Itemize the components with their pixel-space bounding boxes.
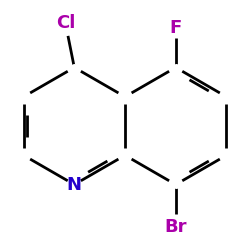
Text: Br: Br bbox=[164, 218, 187, 236]
Text: F: F bbox=[170, 19, 182, 37]
Text: Cl: Cl bbox=[56, 14, 75, 32]
Text: N: N bbox=[67, 176, 82, 194]
